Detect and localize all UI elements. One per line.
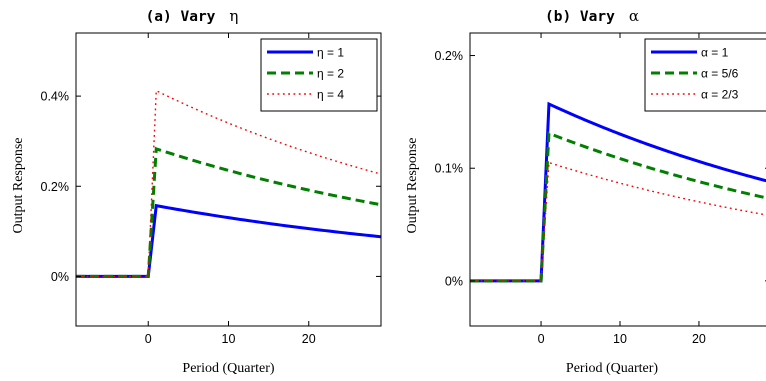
panel-title-text: (b) Vary [545,9,615,25]
panel-title: (a) Vary η [146,7,239,25]
series-group [76,89,381,278]
legend-label-2: η = 2 [317,67,344,81]
series-line-3 [76,89,381,278]
x-tick-label: 10 [222,332,236,346]
panel-a: (a) Vary η 0 10 20 0% 0.2% 0.4% Period (Quarter)… [11,7,382,376]
series-line-1 [470,101,766,283]
series-group [470,101,766,283]
y-axis-label: Output Response [11,137,26,233]
x-axis-label: Period (Quarter) [566,361,658,376]
y-tick-label: 0.2% [435,49,464,63]
y-tick-label: 0.1% [435,162,464,176]
y-tick-label: 0% [445,274,463,288]
x-tick-label: 10 [613,332,627,346]
series-line-2 [470,131,766,283]
panel-title-symbol: η [229,7,238,25]
series-line-2 [76,146,381,278]
legend: α = 1 α = 5/6 α = 2/3 [644,38,766,112]
x-tick-label: 20 [692,332,706,346]
y-axis-label: Output Response [405,137,420,233]
x-axis-label: Period (Quarter) [182,361,274,376]
panel-title-symbol: α [629,7,639,25]
panel-title-text: (a) Vary [146,9,216,25]
legend-label-3: η = 4 [317,88,344,102]
x-tick-label: 0 [538,332,545,346]
x-tick-label: 0 [145,332,152,346]
legend-label-1: η = 1 [317,46,344,60]
legend-label-3: α = 2/3 [701,88,739,102]
legend-label-2: α = 5/6 [701,67,739,81]
y-tick-label: 0% [51,270,69,284]
panel-title: (b) Vary α [545,7,639,25]
series-line-1 [76,203,381,278]
y-tick-label: 0.4% [41,90,70,104]
panel-b: (b) Vary α 0 10 20 0% 0.1% 0.2% Period (Quarter)… [405,7,766,376]
legend: η = 1 η = 2 η = 4 [260,38,378,112]
y-tick-label: 0.2% [41,180,70,194]
x-tick-label: 20 [302,332,316,346]
legend-label-1: α = 1 [701,46,729,60]
